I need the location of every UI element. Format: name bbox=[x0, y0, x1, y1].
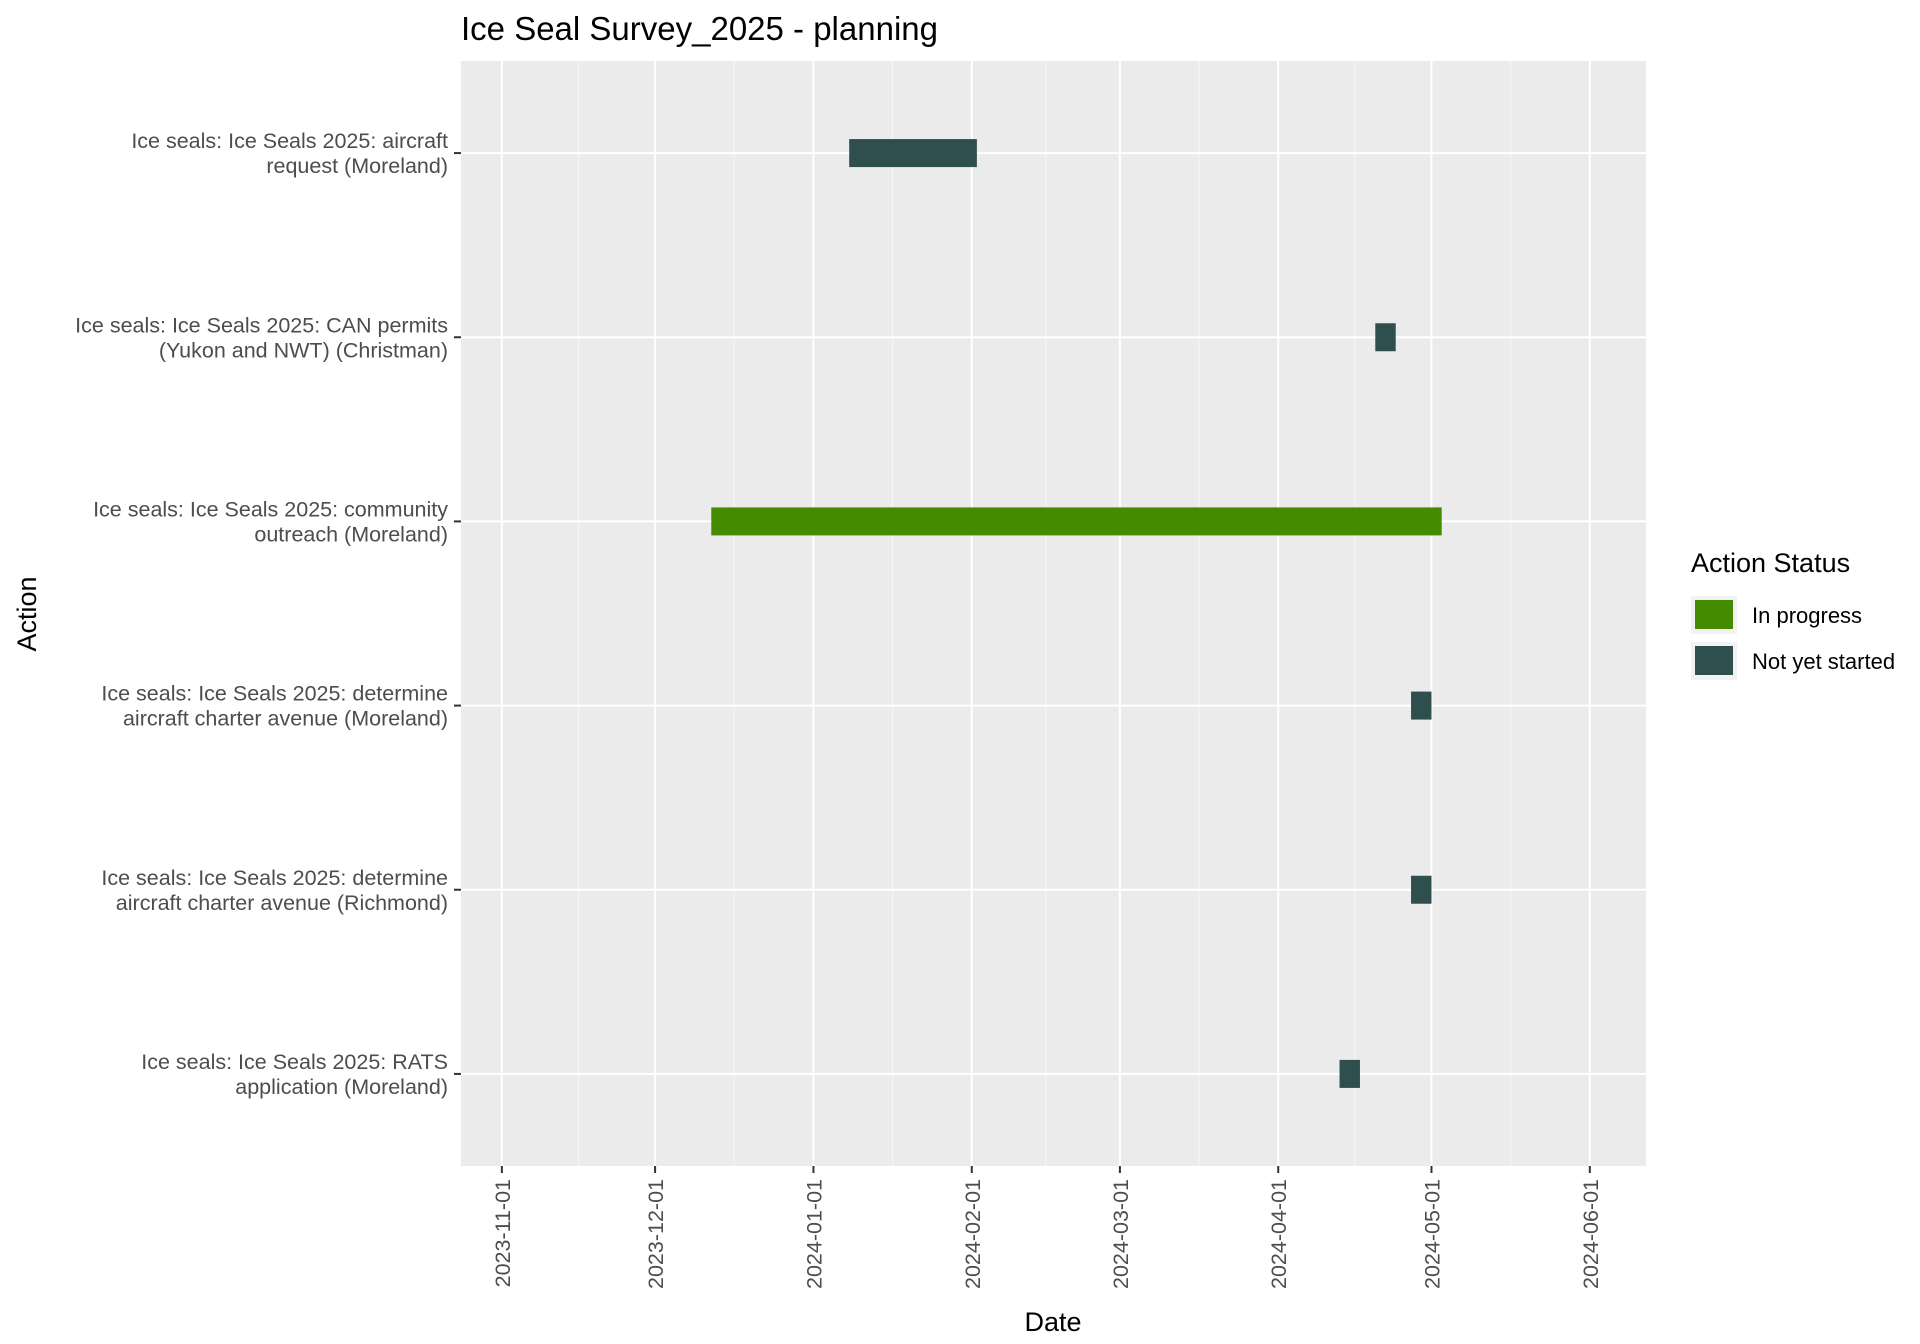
x-tick-label: 2024-06-01 bbox=[1579, 1179, 1603, 1289]
x-tick-label: 2024-03-01 bbox=[1109, 1179, 1133, 1289]
legend-label: In progress bbox=[1752, 603, 1862, 628]
legend-items: In progress Not yet started bbox=[1691, 596, 1895, 680]
plot-panel bbox=[461, 61, 1646, 1166]
legend: Action Status In progress Not yet started bbox=[1691, 548, 1895, 680]
y-tick-label-line: application (Moreland) bbox=[235, 1075, 448, 1099]
gantt-bar bbox=[1411, 691, 1432, 720]
y-tick-label-line: aircraft charter avenue (Moreland) bbox=[123, 707, 448, 731]
y-tick-label-line: Ice seals: Ice Seals 2025: RATS bbox=[141, 1050, 448, 1074]
y-tick-label: Ice seals: Ice Seals 2025: aircraft reque… bbox=[131, 129, 448, 178]
legend-swatch bbox=[1695, 600, 1733, 629]
y-tick-label-line: (Yukon and NWT) (Christman) bbox=[159, 338, 448, 362]
x-tick-label: 2024-02-01 bbox=[961, 1179, 985, 1289]
y-axis-ticks: Ice seals: Ice Seals 2025: aircraft reque… bbox=[75, 129, 461, 1099]
y-tick-label-line: Ice seals: Ice Seals 2025: aircraft bbox=[131, 129, 448, 153]
legend-label: Not yet started bbox=[1752, 649, 1895, 674]
x-tick-label: 2024-01-01 bbox=[802, 1179, 826, 1289]
y-tick-label: Ice seals: Ice Seals 2025: RATS applicati… bbox=[141, 1050, 448, 1099]
y-tick-label-line: aircraft charter avenue (Richmond) bbox=[116, 891, 448, 915]
y-tick-label-line: Ice seals: Ice Seals 2025: CAN permits bbox=[75, 313, 448, 337]
y-tick-label: Ice seals: Ice Seals 2025: determine airc… bbox=[101, 866, 448, 915]
y-tick-label-line: Ice seals: Ice Seals 2025: determine bbox=[101, 682, 448, 706]
bars-layer bbox=[711, 139, 1442, 1088]
y-axis-title: Action bbox=[12, 576, 42, 651]
y-tick-label: Ice seals: Ice Seals 2025: CAN permits (Y… bbox=[75, 313, 448, 362]
y-tick-label-line: request (Moreland) bbox=[266, 154, 448, 178]
chart-title: Ice Seal Survey_2025 - planning bbox=[461, 10, 938, 47]
x-tick-label: 2024-04-01 bbox=[1267, 1179, 1291, 1289]
legend-title: Action Status bbox=[1691, 548, 1850, 578]
y-tick-label: Ice seals: Ice Seals 2025: determine airc… bbox=[101, 682, 448, 731]
x-tick-label: 2023-11-01 bbox=[491, 1179, 515, 1287]
x-axis-title: Date bbox=[1024, 1307, 1081, 1337]
y-tick-label-line: outreach (Moreland) bbox=[254, 522, 448, 546]
y-tick-label-line: Ice seals: Ice Seals 2025: community bbox=[93, 497, 448, 521]
x-tick-label: 2024-05-01 bbox=[1420, 1179, 1444, 1289]
gantt-bar bbox=[711, 507, 1442, 536]
gantt-bar bbox=[1411, 875, 1432, 904]
x-axis-ticks: 2023-11-01 2023-12-01 2024-01-01 2024-02-01… bbox=[491, 1166, 1603, 1289]
x-tick-label: 2023-12-01 bbox=[644, 1179, 668, 1289]
gantt-bar bbox=[849, 139, 977, 168]
legend-swatch bbox=[1695, 646, 1733, 675]
gantt-bar bbox=[1375, 323, 1396, 352]
y-tick-label: Ice seals: Ice Seals 2025: community outr… bbox=[93, 497, 448, 546]
gantt-bar bbox=[1339, 1059, 1360, 1088]
y-tick-label-line: Ice seals: Ice Seals 2025: determine bbox=[101, 866, 448, 890]
